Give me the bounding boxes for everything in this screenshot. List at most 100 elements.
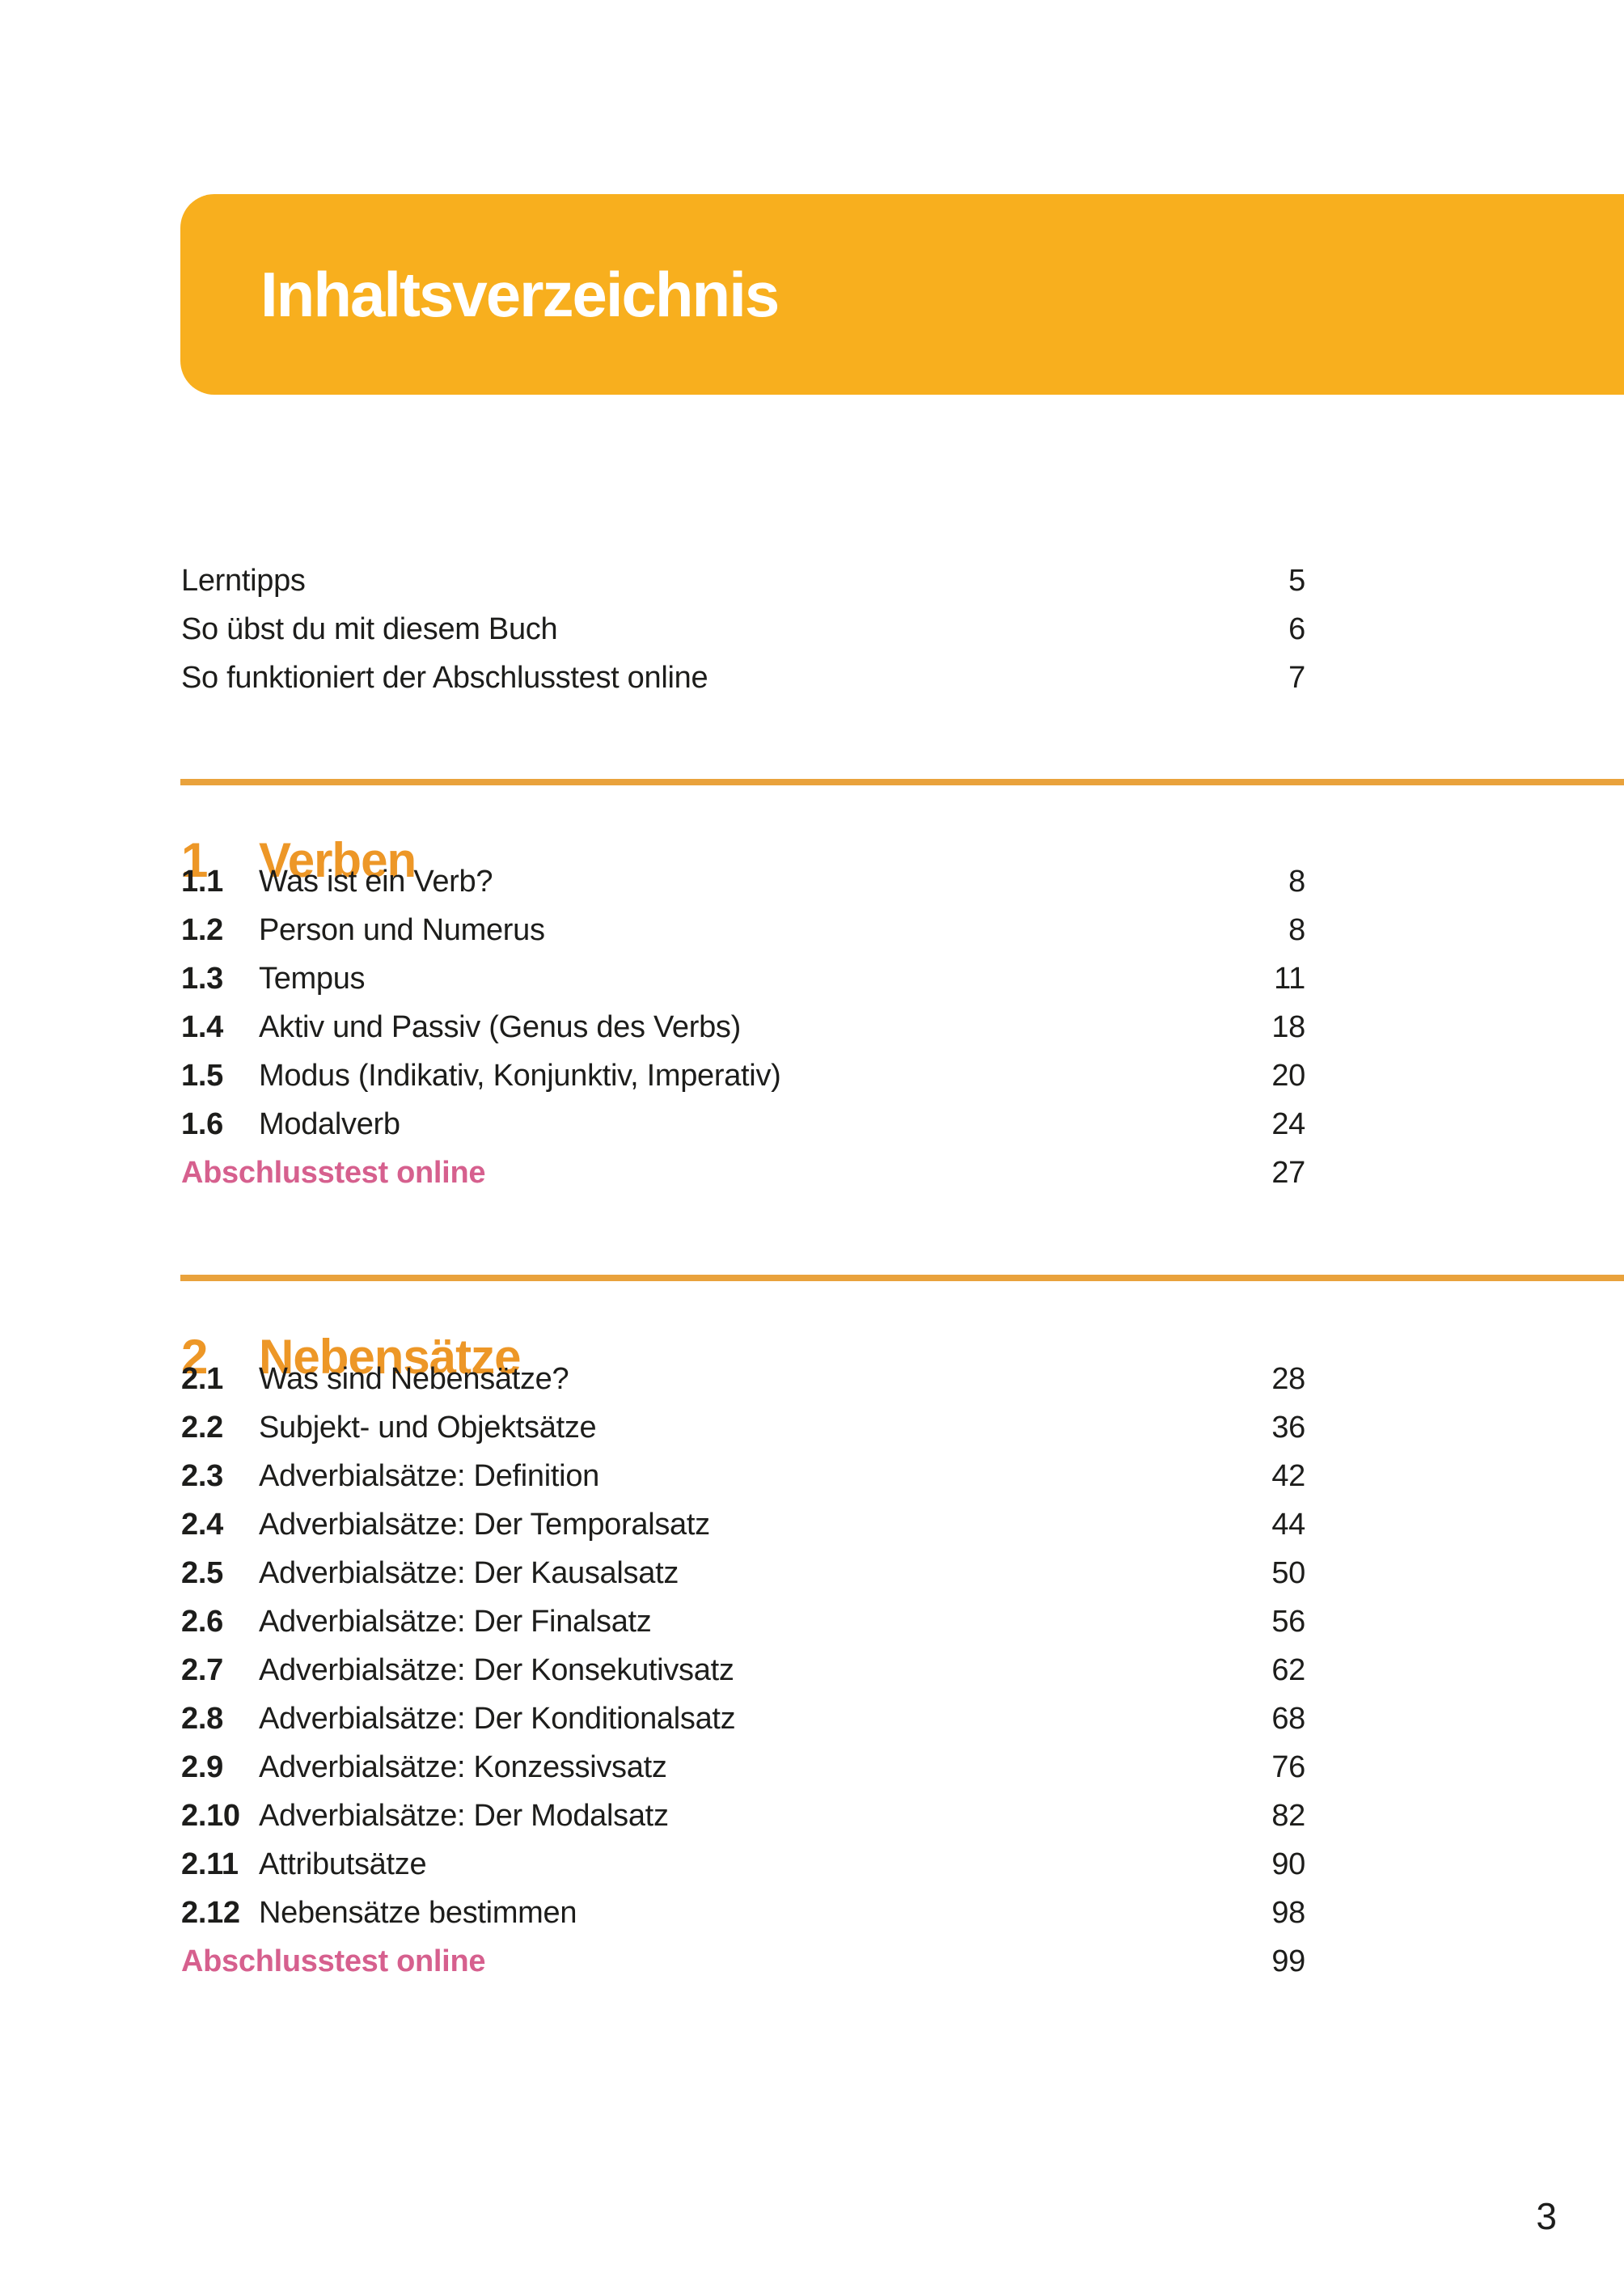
- item-page: 68: [1271, 1702, 1305, 1736]
- item-number: 2.1: [181, 1362, 223, 1396]
- entry-page: 5: [1288, 564, 1305, 598]
- item-number: 1.5: [181, 1059, 223, 1093]
- item-number: 2.8: [181, 1702, 223, 1736]
- item-number: 1.4: [181, 1010, 223, 1044]
- entry-page: 6: [1288, 612, 1305, 646]
- item-title: Modalverb: [259, 1107, 400, 1141]
- chapter-1-list: 1.1 Was ist ein Verb? 8 1.2 Person und N…: [181, 857, 1305, 1197]
- chapter-number: 2: [181, 1329, 208, 1384]
- item-title: Adverbialsätze: Konzessivsatz: [259, 1750, 667, 1784]
- toc-entry: So übst du mit diesem Buch 6: [181, 605, 1305, 654]
- chapter-title: Verben: [259, 832, 417, 887]
- item-number: 2.3: [181, 1459, 223, 1493]
- item-number: 2.5: [181, 1556, 223, 1590]
- item-page: 11: [1274, 962, 1305, 996]
- front-matter-list: Lerntipps 5 So übst du mit diesem Buch 6…: [181, 556, 1305, 702]
- item-title: Adverbialsätze: Der Temporalsatz: [259, 1508, 710, 1542]
- item-title: Adverbialsätze: Der Finalsatz: [259, 1605, 652, 1639]
- item-number: 2.6: [181, 1605, 223, 1639]
- toc-item: 2.6 Adverbialsätze: Der Finalsatz 56: [181, 1597, 1305, 1646]
- entry-page: 7: [1288, 661, 1305, 695]
- final-test-label: Abschlusstest online: [181, 1944, 486, 1978]
- item-page: 44: [1271, 1508, 1305, 1542]
- chapter-title: Nebensätze: [259, 1329, 521, 1384]
- item-title: Attributsätze: [259, 1847, 427, 1881]
- toc-item: 1.1 Was ist ein Verb? 8: [181, 857, 1305, 906]
- item-page: 8: [1288, 865, 1305, 899]
- item-title: Person und Numerus: [259, 913, 545, 947]
- final-test-page: 27: [1271, 1156, 1305, 1190]
- item-page: 62: [1271, 1653, 1305, 1687]
- item-title: Adverbialsätze: Der Kausalsatz: [259, 1556, 679, 1590]
- item-number: 2.11: [181, 1847, 239, 1881]
- toc-item: 2.10 Adverbialsätze: Der Modalsatz 82: [181, 1792, 1305, 1840]
- item-title: Was sind Nebensätze?: [259, 1362, 569, 1396]
- toc-item: 2.8 Adverbialsätze: Der Konditionalsatz …: [181, 1694, 1305, 1743]
- chapter-2-list: 2.1 Was sind Nebensätze? 28 2.2 Subjekt-…: [181, 1355, 1305, 1986]
- item-title: Adverbialsätze: Der Modalsatz: [259, 1799, 669, 1833]
- toc-item: 1.4 Aktiv und Passiv (Genus des Verbs) 1…: [181, 1003, 1305, 1051]
- toc-item: 2.2 Subjekt- und Objektsätze 36: [181, 1403, 1305, 1452]
- final-test-row: Abschlusstest online 99: [181, 1937, 1305, 1986]
- toc-item: 1.2 Person und Numerus 8: [181, 906, 1305, 954]
- chapter-heading: 2 Nebensätze: [181, 1326, 521, 1388]
- title-banner: Inhaltsverzeichnis: [180, 194, 1624, 395]
- toc-item: 2.1 Was sind Nebensätze? 28: [181, 1355, 1305, 1403]
- entry-title: So übst du mit diesem Buch: [181, 612, 558, 646]
- item-page: 8: [1288, 913, 1305, 947]
- toc-entry: Lerntipps 5: [181, 556, 1305, 605]
- section-rule: [180, 1275, 1624, 1281]
- chapter-number: 1: [181, 832, 208, 887]
- toc-entry: So funktioniert der Abschlusstest online…: [181, 654, 1305, 702]
- item-page: 20: [1271, 1059, 1305, 1093]
- page-title: Inhaltsverzeichnis: [260, 258, 780, 330]
- chapter-heading: 1 Verben: [181, 830, 417, 891]
- toc-item: 1.3 Tempus 11: [181, 954, 1305, 1003]
- item-page: 76: [1271, 1750, 1305, 1784]
- final-test-page: 99: [1271, 1944, 1305, 1978]
- item-page: 18: [1271, 1010, 1305, 1044]
- item-number: 2.12: [181, 1896, 240, 1930]
- toc-item: 2.11 Attributsätze 90: [181, 1840, 1305, 1889]
- item-number: 2.4: [181, 1508, 223, 1542]
- toc-item: 2.12 Nebensätze bestimmen 98: [181, 1889, 1305, 1937]
- item-number: 2.7: [181, 1653, 223, 1687]
- item-number: 1.1: [181, 865, 223, 899]
- toc-item: 2.7 Adverbialsätze: Der Konsekutivsatz 6…: [181, 1646, 1305, 1694]
- toc-item: 1.6 Modalverb 24: [181, 1100, 1305, 1149]
- item-page: 56: [1271, 1605, 1305, 1639]
- item-number: 2.2: [181, 1411, 223, 1445]
- item-title: Subjekt- und Objektsätze: [259, 1411, 597, 1445]
- item-title: Adverbialsätze: Der Konsekutivsatz: [259, 1653, 734, 1687]
- toc-item: 2.4 Adverbialsätze: Der Temporalsatz 44: [181, 1500, 1305, 1549]
- item-title: Tempus: [259, 962, 366, 996]
- toc-item: 1.5 Modus (Indikativ, Konjunktiv, Impera…: [181, 1051, 1305, 1100]
- item-title: Adverbialsätze: Der Konditionalsatz: [259, 1702, 736, 1736]
- item-page: 28: [1271, 1362, 1305, 1396]
- toc-item: 2.5 Adverbialsätze: Der Kausalsatz 50: [181, 1549, 1305, 1597]
- item-page: 42: [1271, 1459, 1305, 1493]
- item-page: 36: [1271, 1411, 1305, 1445]
- entry-title: Lerntipps: [181, 564, 306, 598]
- item-page: 50: [1271, 1556, 1305, 1590]
- item-page: 24: [1271, 1107, 1305, 1141]
- item-title: Modus (Indikativ, Konjunktiv, Imperativ): [259, 1059, 781, 1093]
- toc-item: 2.3 Adverbialsätze: Definition 42: [181, 1452, 1305, 1500]
- item-number: 2.10: [181, 1799, 240, 1833]
- item-page: 90: [1271, 1847, 1305, 1881]
- final-test-row: Abschlusstest online 27: [181, 1149, 1305, 1197]
- item-page: 98: [1271, 1896, 1305, 1930]
- item-title: Aktiv und Passiv (Genus des Verbs): [259, 1010, 741, 1044]
- section-rule: [180, 779, 1624, 785]
- page-number-folio: 3: [1536, 2195, 1557, 2237]
- item-title: Nebensätze bestimmen: [259, 1896, 577, 1930]
- item-title: Was ist ein Verb?: [259, 865, 493, 899]
- item-number: 2.9: [181, 1750, 223, 1784]
- item-page: 82: [1271, 1799, 1305, 1833]
- final-test-label: Abschlusstest online: [181, 1156, 486, 1190]
- toc-item: 2.9 Adverbialsätze: Konzessivsatz 76: [181, 1743, 1305, 1792]
- entry-title: So funktioniert der Abschlusstest online: [181, 661, 708, 695]
- item-number: 1.3: [181, 962, 223, 996]
- item-number: 1.6: [181, 1107, 223, 1141]
